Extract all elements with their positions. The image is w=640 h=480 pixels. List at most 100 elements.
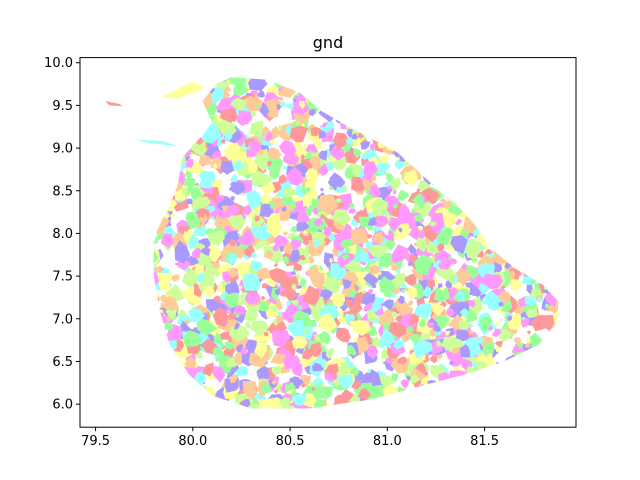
district-cell: [220, 161, 234, 175]
y-tick-label: 9.0: [52, 142, 73, 157]
district-cell: [186, 213, 201, 230]
district-cell: [311, 387, 315, 391]
district-cell: [283, 155, 290, 164]
district-cell: [291, 283, 297, 291]
district-cell: [439, 230, 449, 237]
district-cell: [263, 331, 269, 337]
x-axis: 79.5 80.0 80.5 81.0 81.5: [81, 427, 499, 449]
district-cell: [305, 187, 311, 193]
district-cell: [236, 228, 255, 246]
district-cell: [312, 207, 319, 216]
district-cell: [362, 177, 370, 185]
district-cell: [392, 190, 397, 195]
district-cell: [167, 327, 181, 338]
district-cell: [259, 104, 270, 118]
district-cell: [317, 194, 339, 215]
district-cell: [267, 160, 272, 166]
district-cell: [212, 163, 218, 169]
district-cell: [293, 262, 302, 272]
district-cell: [224, 225, 231, 232]
district-cell: [272, 330, 291, 349]
district-cell: [287, 319, 306, 337]
district-cell: [437, 243, 445, 251]
district-cell: [487, 353, 493, 360]
district-cell: [266, 397, 291, 409]
district-cell: [251, 170, 269, 187]
y-tick-label: 10.0: [44, 56, 73, 71]
district-cell: [289, 125, 309, 143]
district-cell: [159, 309, 164, 313]
district-cell: [230, 181, 239, 189]
district-cell: [267, 267, 288, 286]
district-cell: [267, 146, 282, 160]
district-cell: [283, 242, 293, 256]
district-cell: [283, 231, 288, 236]
district-cell: [291, 394, 307, 406]
district-cell: [289, 249, 301, 263]
district-cell: [498, 301, 504, 307]
district-cell: [459, 308, 469, 319]
district-cell: [308, 272, 325, 290]
district-cell: [278, 140, 297, 156]
district-cell: [521, 317, 526, 321]
district-cell: [269, 138, 276, 145]
district-cell: [255, 104, 260, 108]
district-cell: [329, 143, 346, 161]
district-cell: [186, 158, 194, 168]
district-cell: [200, 247, 211, 256]
district-cell: [513, 275, 520, 280]
district-cell: [235, 366, 249, 377]
district-cell: [300, 154, 306, 160]
district-cell: [246, 189, 262, 210]
district-cell: [242, 272, 261, 291]
district-cell: [435, 315, 450, 329]
district-cell: [281, 311, 293, 320]
district-cell: [222, 271, 231, 285]
district-cell: [387, 230, 394, 237]
district-cell: [320, 187, 324, 192]
district-cell: [230, 174, 238, 183]
district-cell: [178, 225, 187, 234]
district-cell: [348, 320, 371, 336]
district-cell: [225, 205, 240, 217]
district-cell: [444, 330, 451, 336]
district-cell: [198, 155, 213, 166]
district-cell: [196, 316, 218, 336]
district-cell: [410, 373, 421, 384]
district-cell: [426, 241, 440, 254]
district-cell: [227, 252, 238, 265]
district-cell: [350, 380, 362, 390]
district-cell: [212, 307, 229, 327]
district-cell: [256, 267, 272, 280]
district-cell: [456, 291, 466, 301]
district-cell: [234, 322, 240, 331]
district-cell: [194, 184, 207, 197]
district-cell: [346, 137, 354, 146]
x-tick-label: 80.5: [276, 434, 305, 449]
district-cell: [434, 248, 454, 270]
district-cell: [293, 152, 298, 157]
district-cell: [407, 326, 415, 333]
district-cell: [482, 273, 504, 289]
district-cell: [243, 204, 252, 216]
district-cell: [314, 387, 325, 398]
district-cell: [387, 185, 393, 191]
district-cell: [465, 239, 483, 260]
district-cell: [160, 233, 175, 249]
district-cell: [182, 330, 202, 347]
district-cell: [282, 255, 289, 265]
y-tick-label: 6.5: [52, 355, 73, 370]
district-cell: [288, 102, 295, 110]
district-cell: [342, 278, 352, 289]
district-cell: [434, 287, 450, 302]
district-cell: [509, 277, 522, 291]
district-cell: [278, 96, 284, 102]
district-cell: [398, 227, 403, 233]
district-cell: [388, 211, 392, 215]
district-cell: [266, 213, 280, 229]
district-cell: [495, 346, 501, 352]
district-cell: [206, 230, 225, 247]
district-cell: [305, 168, 318, 185]
y-axis: 6.0 6.5 7.0 7.5 8.0 8.5 9.0 9.5 10.0: [44, 56, 80, 413]
